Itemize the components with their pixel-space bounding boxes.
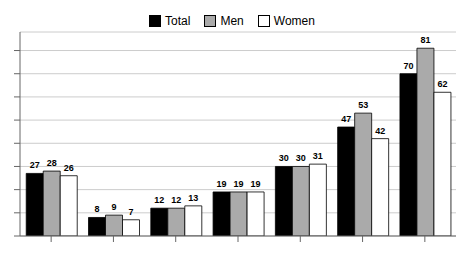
html-text:Total: Total: [165, 14, 191, 28]
svg-text:70: 70: [403, 61, 413, 71]
svg-text:27: 27: [30, 160, 40, 170]
svg-text:9: 9: [112, 202, 117, 212]
svg-text:62: 62: [437, 79, 447, 89]
svg-text:28: 28: [47, 158, 57, 168]
svg-text:31: 31: [313, 151, 323, 161]
svg-text:7: 7: [129, 207, 134, 217]
svg-text:53: 53: [358, 100, 368, 110]
svg-text:47: 47: [341, 114, 351, 124]
svg-text:12: 12: [154, 195, 164, 205]
svg-text:30: 30: [296, 153, 306, 163]
html-text:Men: Men: [220, 14, 244, 28]
svg-text:30: 30: [279, 153, 289, 163]
svg-text:8: 8: [95, 204, 100, 214]
svg-text:13: 13: [188, 193, 198, 203]
svg-text:19: 19: [251, 179, 261, 189]
svg-text:19: 19: [234, 179, 244, 189]
svg-text:81: 81: [420, 35, 430, 45]
svg-text:26: 26: [64, 163, 74, 173]
svg-text:42: 42: [375, 126, 385, 136]
html-text:Women: Women: [273, 14, 315, 28]
svg-text:19: 19: [217, 179, 227, 189]
svg-text:12: 12: [171, 195, 181, 205]
